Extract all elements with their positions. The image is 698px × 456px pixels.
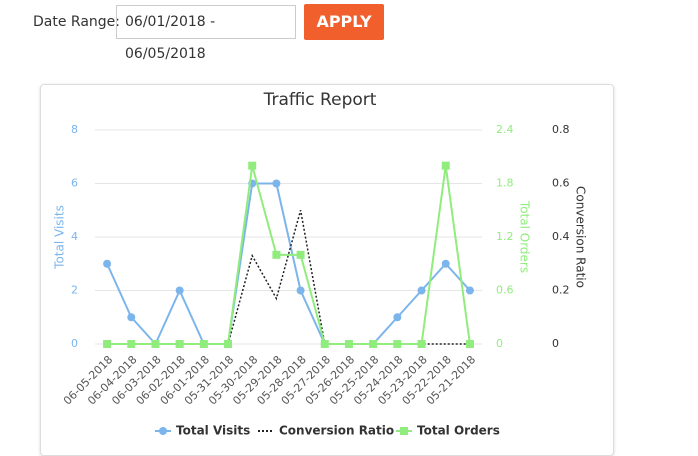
point-marker [151,340,160,348]
y2-tick-label: 0 [496,337,503,350]
point-marker [272,179,281,188]
point-marker [103,259,112,268]
legend-label: Total Visits [176,424,250,438]
y-tick-label: 0 [71,337,78,350]
y-tick-label: 4 [71,230,78,243]
point-marker [441,161,450,170]
legend-item[interactable]: Total Visits [155,424,250,438]
legend-label: Conversion Ratio [279,424,394,438]
legend-label: Total Orders [417,424,500,438]
y3-tick-label: 0.6 [552,177,570,190]
point-marker [296,250,305,259]
y-axis-title: Total Visits [53,205,67,270]
y2-tick-label: 2.4 [496,123,514,136]
chart-title: Traffic Report [263,90,377,110]
series-line [106,182,471,346]
y2-axis-title: Total Orders [518,200,532,273]
legend-item[interactable]: Total Orders [396,424,500,438]
point-marker [175,340,184,348]
point-marker [127,340,136,348]
point-marker [393,313,402,322]
point-marker [417,340,426,348]
date-range-input[interactable]: 06/01/2018 - 06/05/2018 [116,5,296,62]
point-marker [272,250,281,259]
legend-marker [159,427,167,435]
y-tick-label: 2 [71,284,78,297]
point-marker [199,340,208,348]
legend-item[interactable]: Conversion Ratio [258,424,394,438]
point-marker [127,313,136,322]
point-marker [465,340,474,348]
y3-tick-label: 0 [552,337,559,350]
point-marker [465,286,474,295]
y2-tick-label: 1.2 [496,230,514,243]
point-marker [175,286,184,295]
point-marker [296,286,305,295]
point-marker [417,286,426,295]
y2-tick-label: 0.6 [496,284,514,297]
date-range-label: Date Range: [33,14,121,30]
point-marker [369,340,378,348]
series-line [107,210,470,345]
y2-tick-label: 1.8 [496,177,514,190]
y3-tick-label: 0.8 [552,123,570,136]
y3-tick-label: 0.2 [552,284,570,297]
y-tick-label: 6 [71,177,78,190]
y3-axis-title: Conversion Ratio [574,186,588,288]
point-marker [441,259,450,268]
point-marker [344,340,353,348]
point-marker [103,340,112,348]
point-marker [224,340,233,348]
apply-button[interactable]: APPLY [304,4,384,40]
y3-tick-label: 0.4 [552,230,570,243]
point-marker [393,340,402,348]
legend-marker [400,427,408,435]
point-marker [320,340,329,348]
y-tick-label: 8 [71,123,78,136]
series-line [107,165,471,345]
point-marker [248,161,257,170]
